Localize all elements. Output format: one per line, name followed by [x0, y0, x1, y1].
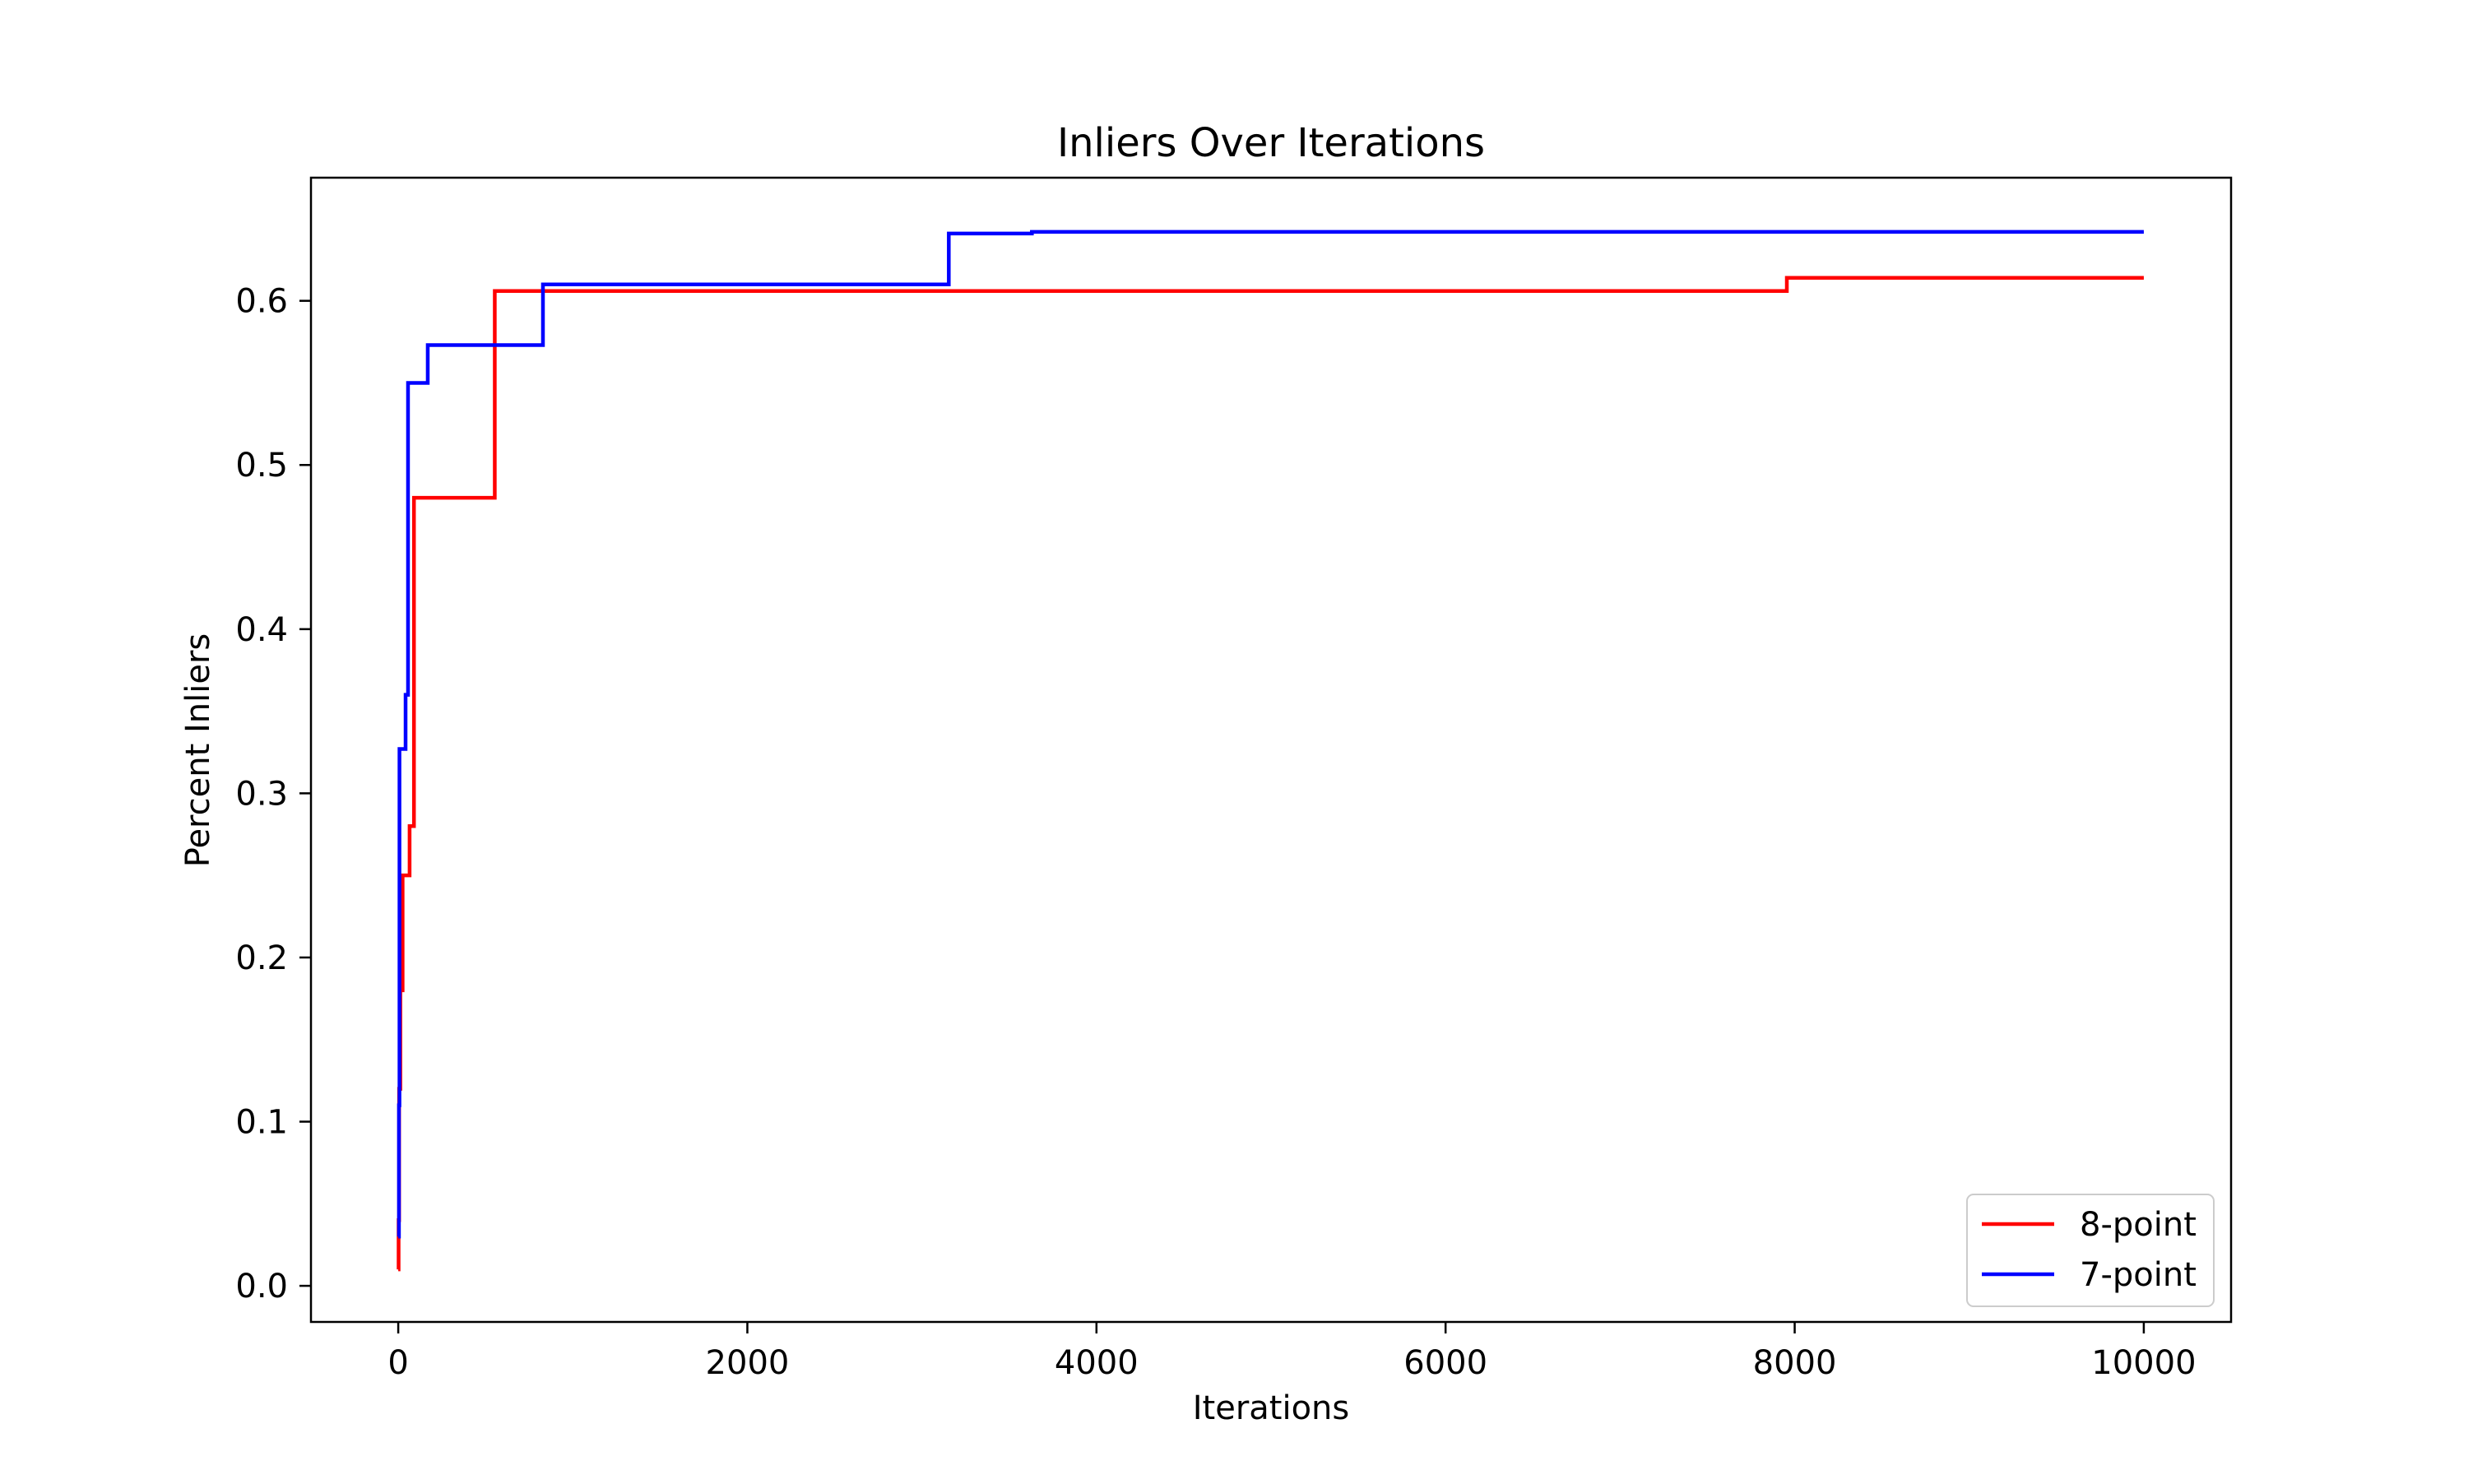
y-tick-label: 0.6 [235, 283, 288, 321]
x-tick-label: 4000 [1055, 1344, 1139, 1382]
chart-title: Inliers Over Iterations [1057, 120, 1485, 166]
x-tick-label: 6000 [1403, 1344, 1487, 1382]
y-tick-label: 0.0 [235, 1268, 288, 1305]
x-tick-label: 8000 [1753, 1344, 1837, 1382]
legend: 8-point 7-point [1966, 1194, 2215, 1307]
y-axis: 0.0 0.1 0.2 0.3 0.4 0.5 0.6 [235, 283, 311, 1305]
y-tick-label: 0.3 [235, 775, 288, 813]
plot-frame [309, 176, 2233, 1324]
y-tick-label: 0.4 [235, 611, 288, 649]
x-tick-label: 10000 [2091, 1344, 2196, 1382]
y-tick-label: 0.1 [235, 1104, 288, 1142]
x-tick-label: 0 [387, 1344, 408, 1382]
y-tick-label: 0.2 [235, 939, 288, 977]
x-tick-label: 2000 [706, 1344, 790, 1382]
series-layer [397, 230, 2144, 1272]
x-axis: 0 2000 4000 6000 8000 10000 [387, 1322, 2197, 1382]
series-line-7-point [397, 230, 2144, 1239]
x-axis-label: Iterations [1193, 1389, 1350, 1427]
legend-label-7-point: 7-point [2080, 1256, 2197, 1294]
y-tick-label: 0.5 [235, 447, 288, 485]
y-axis-label: Percent Inliers [179, 633, 217, 868]
legend-label-8-point: 8-point [2080, 1206, 2197, 1244]
